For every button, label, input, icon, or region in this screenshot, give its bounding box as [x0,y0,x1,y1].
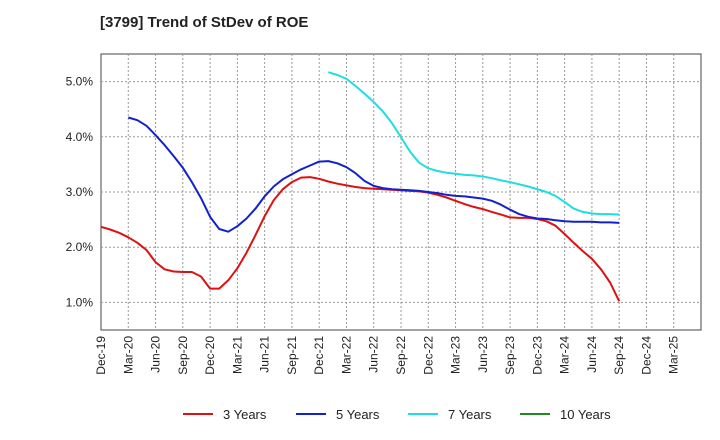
x-tick-label: Sep-22 [394,336,408,375]
legend-label: 3 Years [223,407,267,422]
x-tick-label: Sep-20 [176,336,190,375]
y-tick-label: 3.0% [66,185,94,199]
x-tick-label: Mar-23 [449,336,463,374]
x-tick-label: Mar-24 [558,336,572,374]
x-tick-label: Jun-23 [476,336,490,373]
series-line [128,116,620,233]
legend-label: 5 Years [336,407,380,422]
x-tick-label: Jun-20 [149,336,163,373]
y-tick-label: 5.0% [66,75,94,89]
y-tick-label: 1.0% [66,295,94,309]
x-tick-label: Mar-20 [121,336,135,374]
y-axis: 1.0% 2.0% 3.0% 4.0% 5.0% [66,75,94,310]
x-axis: Dec-19 Mar-20 Jun-20 Sep-20 Dec-20 Mar-21 Jun-… [94,336,681,375]
x-tick-label: Dec-22 [421,336,435,375]
x-tick-label: Dec-19 [94,336,108,375]
legend: 3 Years 5 Years 7 Years 10 Years [183,407,611,422]
x-tick-label: Mar-22 [339,336,353,374]
x-tick-label: Dec-23 [530,336,544,375]
x-tick-label: Jun-22 [367,336,381,373]
x-tick-label: Jun-24 [585,336,599,373]
x-tick-label: Sep-24 [612,336,626,375]
x-tick-label: Dec-24 [639,336,653,375]
x-tick-label: Mar-25 [667,336,681,374]
y-tick-label: 2.0% [66,240,94,254]
legend-label: 10 Years [560,407,611,422]
x-tick-label: Mar-21 [230,336,244,374]
x-tick-label: Sep-21 [285,336,299,375]
series-lines [100,71,621,302]
y-tick-label: 4.0% [66,130,94,144]
x-tick-label: Dec-20 [203,336,217,375]
x-tick-label: Jun-21 [258,336,272,373]
x-tick-label: Sep-23 [503,336,517,375]
x-tick-label: Dec-21 [312,336,326,375]
legend-label: 7 Years [448,407,492,422]
chart-title: [3799] Trend of StDev of ROE [100,14,309,31]
series-line [328,71,620,216]
